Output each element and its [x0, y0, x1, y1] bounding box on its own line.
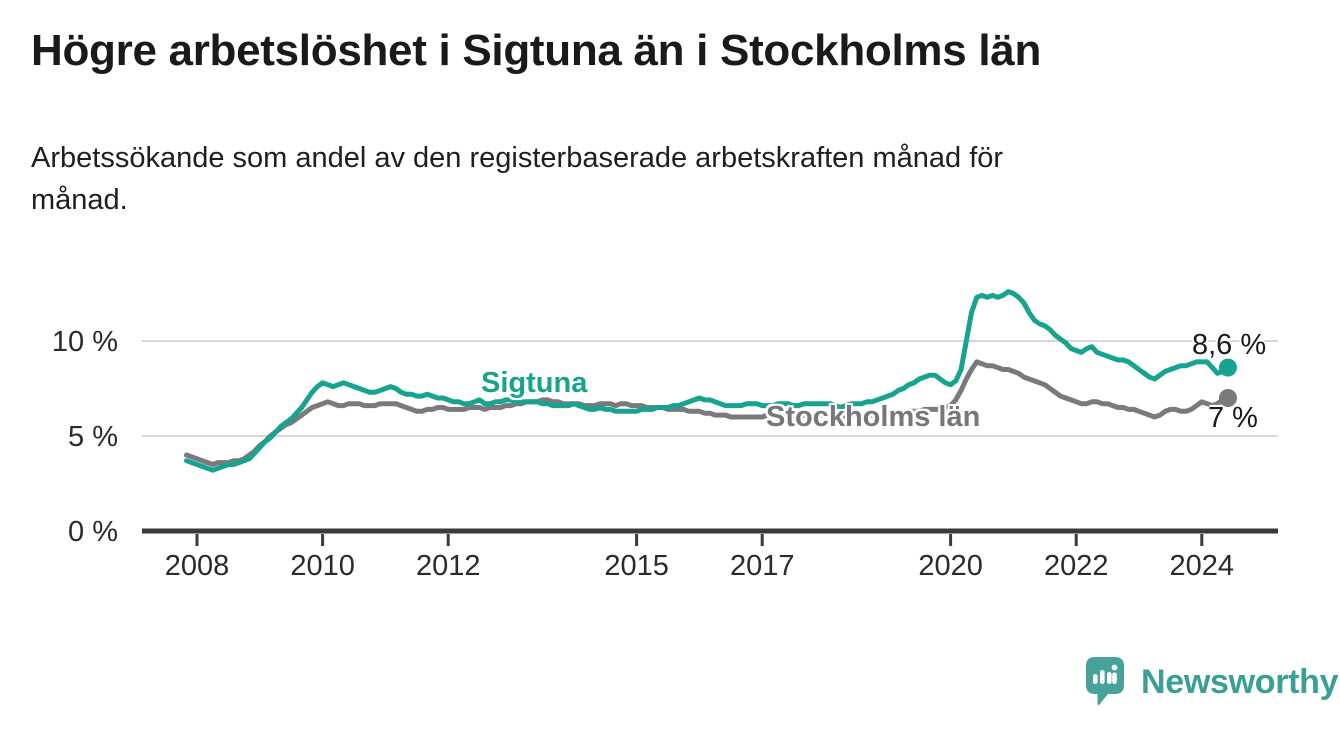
series-line-stockholms-l-n — [184, 359, 1231, 467]
x-tick-label: 2017 — [730, 550, 795, 582]
x-tick-label: 2024 — [1170, 550, 1235, 582]
y-tick-label: 10 % — [52, 326, 118, 358]
newsworthy-logo-text: Newsworthy — [1141, 662, 1339, 701]
chart-subtitle-line1: Arbetssökande som andel av den registerb… — [31, 142, 1004, 174]
x-tick-label: 2012 — [416, 550, 481, 582]
series-label-stockholms-lan: Stockholms län — [766, 401, 981, 433]
x-tick-label: 2015 — [604, 550, 669, 582]
series-line-sigtuna — [184, 289, 1231, 473]
series-label-sigtuna: Sigtuna — [481, 367, 588, 399]
x-tick-label: 2010 — [290, 550, 355, 582]
end-dot-stockholms-l-n — [1218, 389, 1237, 407]
y-tick-label: 5 % — [68, 421, 118, 453]
newsworthy-logo-icon — [1086, 657, 1124, 706]
x-tick-label: 2008 — [165, 550, 230, 582]
end-value-label-sigtuna: 8,6 % — [1192, 329, 1267, 361]
newsworthy-logo: Newsworthy — [1085, 656, 1339, 708]
x-tick-label: 2022 — [1044, 550, 1109, 582]
end-value-label-stockholms-lan: 7 % — [1208, 402, 1258, 434]
end-dot-sigtuna — [1218, 358, 1237, 377]
chart-subtitle: Arbetssökande som andel av den registerb… — [31, 137, 1003, 221]
chart-title: Högre arbetslöshet i Sigtuna än i Stockh… — [31, 26, 1042, 75]
chart-subtitle-line2: månad. — [31, 184, 128, 216]
y-tick-label: 0 % — [68, 516, 118, 548]
x-tick-label: 2020 — [918, 550, 983, 582]
